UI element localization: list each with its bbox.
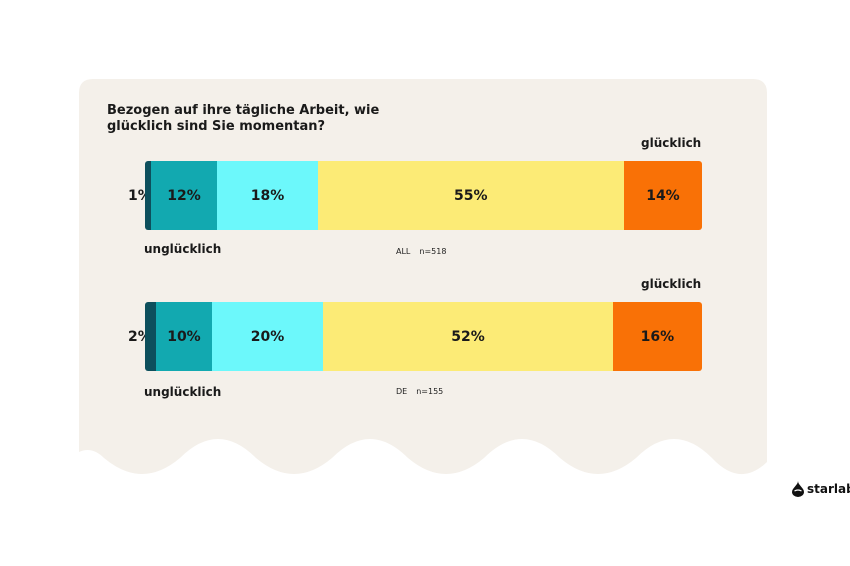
bar-segment-de-2: 10% bbox=[156, 302, 212, 371]
bar-value-label: 12% bbox=[167, 187, 201, 204]
group-meta-2: DE n=155 bbox=[396, 387, 452, 396]
starlab-drop-icon bbox=[792, 481, 804, 497]
bar-segment-all-3: 18% bbox=[217, 161, 318, 230]
group-meta-1: ALL n=518 bbox=[396, 247, 455, 256]
bar-segment-de-3: 20% bbox=[211, 302, 324, 371]
bar-value-label: 14% bbox=[646, 187, 680, 204]
bar-segment-de-4: 52% bbox=[323, 302, 613, 371]
unhappy-label-1: unglücklich bbox=[144, 242, 222, 256]
bar-value-label: 20% bbox=[250, 328, 285, 345]
group-name-all: ALL bbox=[396, 247, 411, 256]
bar-segment-all-1 bbox=[145, 161, 151, 230]
bar-segment-all-5: 14% bbox=[623, 161, 702, 230]
bar-value-label: 16% bbox=[640, 328, 675, 345]
group-name-de: DE bbox=[396, 387, 408, 396]
chart-title: Bezogen auf ihre tägliche Arbeit, wie gl… bbox=[107, 103, 380, 134]
stacked-bar-de: 10% 20% 52% 16% bbox=[145, 302, 702, 371]
bar-value-label: 10% bbox=[167, 328, 201, 345]
stacked-bar-all: 12% 18% 55% 14% bbox=[145, 161, 702, 230]
sample-size-de: n=155 bbox=[416, 387, 444, 396]
happy-label-2: glücklich bbox=[641, 277, 702, 291]
unhappy-label-2: unglücklich bbox=[144, 385, 222, 399]
bar-segment-de-1 bbox=[145, 302, 157, 371]
bar-segment-all-4: 55% bbox=[317, 161, 624, 230]
starlab-logo: starlab bbox=[792, 481, 850, 497]
happy-label-1: glücklich bbox=[641, 136, 702, 150]
sample-size-all: n=518 bbox=[419, 247, 447, 256]
bar-segment-de-5: 16% bbox=[612, 302, 702, 371]
brand-name: starlab bbox=[807, 482, 850, 496]
bar-segment-all-2: 12% bbox=[150, 161, 218, 230]
bar-value-label: 18% bbox=[250, 187, 285, 204]
bar-value-label: 55% bbox=[454, 187, 488, 204]
bar-value-label: 52% bbox=[451, 328, 485, 345]
